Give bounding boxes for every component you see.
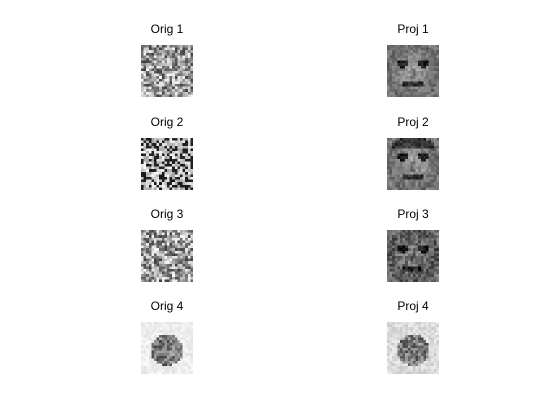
panel-title: Proj 2 [397, 115, 429, 129]
grayscale-image [141, 45, 193, 97]
panel-title: Orig 2 [150, 115, 184, 129]
image-pixels [387, 322, 439, 374]
panel-title: Proj 1 [397, 22, 429, 36]
panel-title: Proj 4 [397, 299, 429, 313]
grayscale-image [387, 230, 439, 282]
image-pixels [387, 138, 439, 190]
grayscale-image [141, 138, 193, 190]
image-pixels [141, 230, 193, 282]
panel-title: Orig 3 [150, 207, 184, 221]
image-pixels [141, 322, 193, 374]
image-pixels [387, 230, 439, 282]
grayscale-image [141, 322, 193, 374]
panel-title: Orig 1 [150, 22, 184, 36]
panel-title: Orig 4 [150, 299, 184, 313]
grayscale-image [387, 138, 439, 190]
image-pixels [141, 45, 193, 97]
grayscale-image [387, 322, 439, 374]
image-pixels [141, 138, 193, 190]
grayscale-image [141, 230, 193, 282]
image-pixels [387, 45, 439, 97]
grayscale-image [387, 45, 439, 97]
panel-title: Proj 3 [397, 207, 429, 221]
